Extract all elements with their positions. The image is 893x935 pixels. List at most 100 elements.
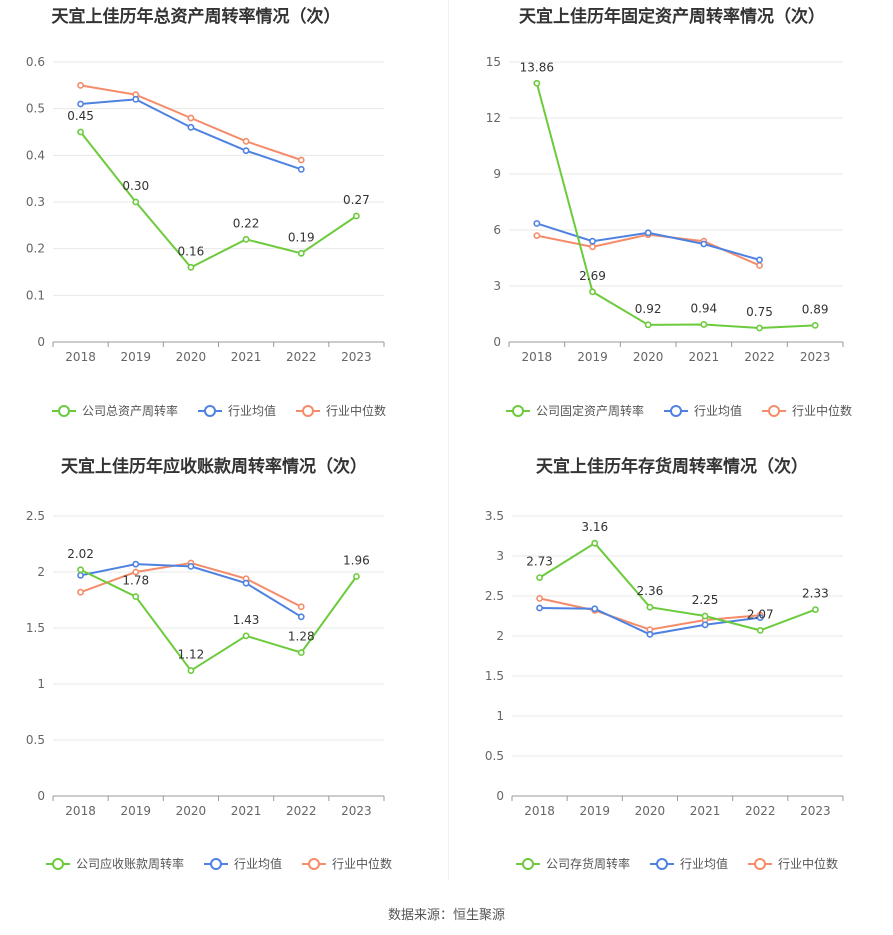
legend-item-median: 行业中位数: [748, 856, 838, 871]
y-tick-label: 0.1: [26, 288, 45, 302]
data-label: 2.33: [802, 587, 829, 601]
data-point-avg: [187, 123, 195, 131]
x-tick-label: 2022: [286, 804, 317, 818]
data-point-avg: [644, 229, 652, 237]
legend-label: 行业均值: [694, 403, 742, 418]
legend-label: 行业中位数: [326, 403, 386, 418]
legend-swatch-marker: [52, 858, 64, 870]
data-point-median: [187, 114, 195, 122]
data-point-median: [242, 137, 250, 145]
data-label: 1.78: [122, 574, 149, 588]
x-tick-label: 2023: [800, 350, 831, 364]
x-tick-label: 2020: [633, 350, 664, 364]
data-label: 13.86: [520, 60, 554, 74]
x-tick-label: 2023: [800, 804, 831, 818]
x-tick-label: 2021: [231, 350, 262, 364]
legend-item-median: 行业中位数: [302, 856, 392, 871]
y-tick-label: 2: [496, 629, 504, 643]
x-tick-label: 2020: [176, 804, 207, 818]
legend-label: 公司应收账款周转率: [76, 856, 184, 871]
legend-item-avg: 行业均值: [204, 856, 282, 871]
data-point-company: [132, 198, 140, 206]
y-tick-label: 0.3: [26, 195, 45, 209]
y-tick-label: 2.5: [485, 589, 504, 603]
data-label: 1.43: [233, 613, 260, 627]
data-label: 1.28: [288, 630, 315, 644]
data-label: 2.69: [579, 269, 606, 283]
data-label: 2.36: [637, 584, 664, 598]
series-line-company: [79, 131, 357, 269]
data-point-company: [811, 321, 819, 329]
chart-title: 天宜上佳历年应收账款周转率情况（次）: [61, 456, 367, 477]
y-tick-label: 0: [37, 789, 45, 803]
x-tick-label: 2018: [524, 804, 555, 818]
y-tick-label: 0.4: [26, 148, 45, 162]
x-tick-label: 2020: [635, 804, 666, 818]
data-label: 2.07: [747, 607, 774, 621]
y-tick-label: 0: [37, 335, 45, 349]
data-point-avg: [242, 579, 250, 587]
legend-swatch-marker: [302, 405, 314, 417]
data-point-avg: [77, 100, 84, 108]
x-tick-label: 2023: [341, 350, 372, 364]
data-point-avg: [187, 563, 195, 570]
data-label: 0.22: [233, 216, 260, 230]
y-tick-label: 1.5: [485, 669, 504, 683]
data-point-avg: [591, 605, 599, 613]
data-point-company: [533, 79, 541, 87]
data-point-avg: [646, 630, 654, 638]
chart-title: 天宜上佳历年固定资产周转率情况（次）: [519, 6, 825, 27]
data-point-median: [297, 603, 305, 611]
legend-item-median: 行业中位数: [296, 403, 386, 418]
chart-receivable-turnover: 天宜上佳历年应收账款周转率情况（次） 0 0.5 1 1.5 2 2.5 2018 2019 20…: [26, 456, 392, 871]
data-point-avg: [756, 614, 764, 621]
y-tick-label: 0.5: [26, 102, 45, 116]
data-point-company: [536, 574, 543, 581]
data-label: 0.19: [288, 230, 315, 244]
x-tick-label: 2019: [120, 804, 151, 818]
legend-label: 行业均值: [234, 856, 282, 871]
legend-item-company: 公司存货周转率: [516, 856, 630, 871]
legend-item-company: 公司总资产周转率: [52, 403, 178, 418]
data-point-avg: [533, 220, 541, 227]
y-tick-label: 0.5: [485, 749, 504, 763]
data-label: 1.12: [178, 648, 205, 662]
data-point-company: [187, 667, 195, 674]
data-point-company: [353, 212, 360, 220]
y-tick-label: 2.5: [26, 509, 45, 523]
data-point-avg: [700, 240, 708, 248]
x-tick-label: 2019: [577, 350, 608, 364]
data-point-median: [536, 594, 543, 602]
series-line-company: [535, 83, 816, 330]
legend-label: 行业均值: [228, 403, 276, 418]
data-point-avg: [297, 613, 305, 621]
data-point-company: [132, 593, 140, 601]
legend-label: 公司存货周转率: [546, 856, 630, 871]
data-point-median: [132, 568, 140, 576]
legend-item-avg: 行业均值: [664, 403, 742, 418]
y-tick-label: 0.6: [26, 55, 45, 69]
x-tick-label: 2022: [286, 350, 317, 364]
x-tick-label: 2018: [522, 350, 553, 364]
legend-swatch-marker: [210, 858, 222, 870]
data-point-avg: [536, 604, 543, 612]
data-point-company: [646, 603, 654, 611]
legend-swatch-marker: [58, 405, 70, 417]
data-label: 0.92: [635, 302, 662, 316]
y-tick-label: 15: [486, 55, 501, 69]
data-point-avg: [242, 147, 250, 155]
series-line-avg: [80, 98, 302, 171]
y-tick-label: 3.5: [485, 509, 504, 523]
legend-swatch-marker: [754, 858, 766, 870]
data-point-company: [700, 321, 708, 328]
legend-label: 公司总资产周转率: [82, 403, 178, 418]
data-label: 1.96: [343, 553, 370, 567]
y-tick-label: 12: [486, 111, 501, 125]
data-point-company: [353, 573, 360, 580]
y-tick-label: 1: [37, 677, 45, 691]
data-point-avg: [77, 571, 84, 579]
data-point-company: [644, 321, 652, 329]
legend-item-avg: 行业均值: [650, 856, 728, 871]
x-tick-label: 2021: [690, 804, 721, 818]
data-point-avg: [701, 621, 709, 629]
